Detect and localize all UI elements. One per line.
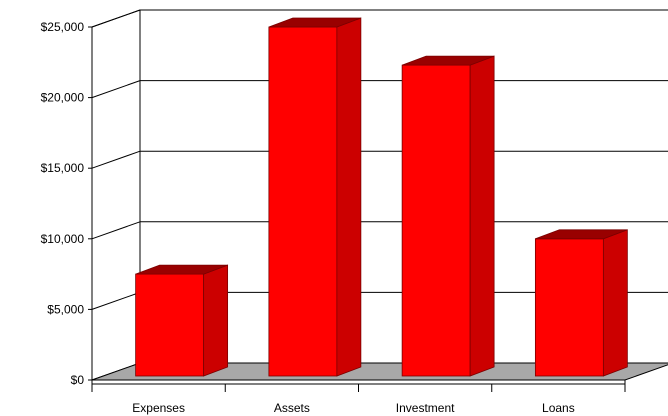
bar-top <box>135 264 228 275</box>
x-axis-ticks: Expenses Assets Investment Loans <box>91 384 626 415</box>
y-tick-label: $10,000 <box>41 232 85 246</box>
bar-side <box>336 17 362 377</box>
x-tick-label: Assets <box>274 401 310 415</box>
y-tick-label: $25,000 <box>41 20 85 34</box>
gridline-side <box>91 291 141 310</box>
x-tick-label: Expenses <box>132 401 185 415</box>
bar-front <box>534 238 604 377</box>
chart-walls <box>91 9 141 363</box>
y-axis-ticks: $0 $5,000 $10,000 $15,000 $20,000 $25,000 <box>41 20 92 387</box>
bar-side <box>203 264 229 377</box>
bar-front <box>268 26 338 377</box>
gridline-side <box>91 150 141 169</box>
bar-top <box>268 17 362 28</box>
chart-floor <box>91 362 668 385</box>
y-tick-label: $0 <box>71 373 85 387</box>
y-tick-label: $15,000 <box>41 161 85 175</box>
gridline-side <box>91 9 141 28</box>
y-tick-label: $5,000 <box>47 302 84 316</box>
gridline-side <box>91 221 141 240</box>
bar-side <box>602 229 628 377</box>
bar-top <box>401 55 495 66</box>
x-tick-label: Investment <box>396 401 455 415</box>
bar-side <box>469 55 495 377</box>
bar-top <box>535 229 628 240</box>
x-tick-label: Loans <box>542 401 575 415</box>
gridline-side <box>91 80 141 99</box>
bar-front <box>401 64 471 377</box>
bar-front <box>135 273 205 377</box>
chart-floor-front <box>91 379 626 385</box>
y-tick-label: $20,000 <box>41 91 85 105</box>
bars <box>135 17 628 377</box>
